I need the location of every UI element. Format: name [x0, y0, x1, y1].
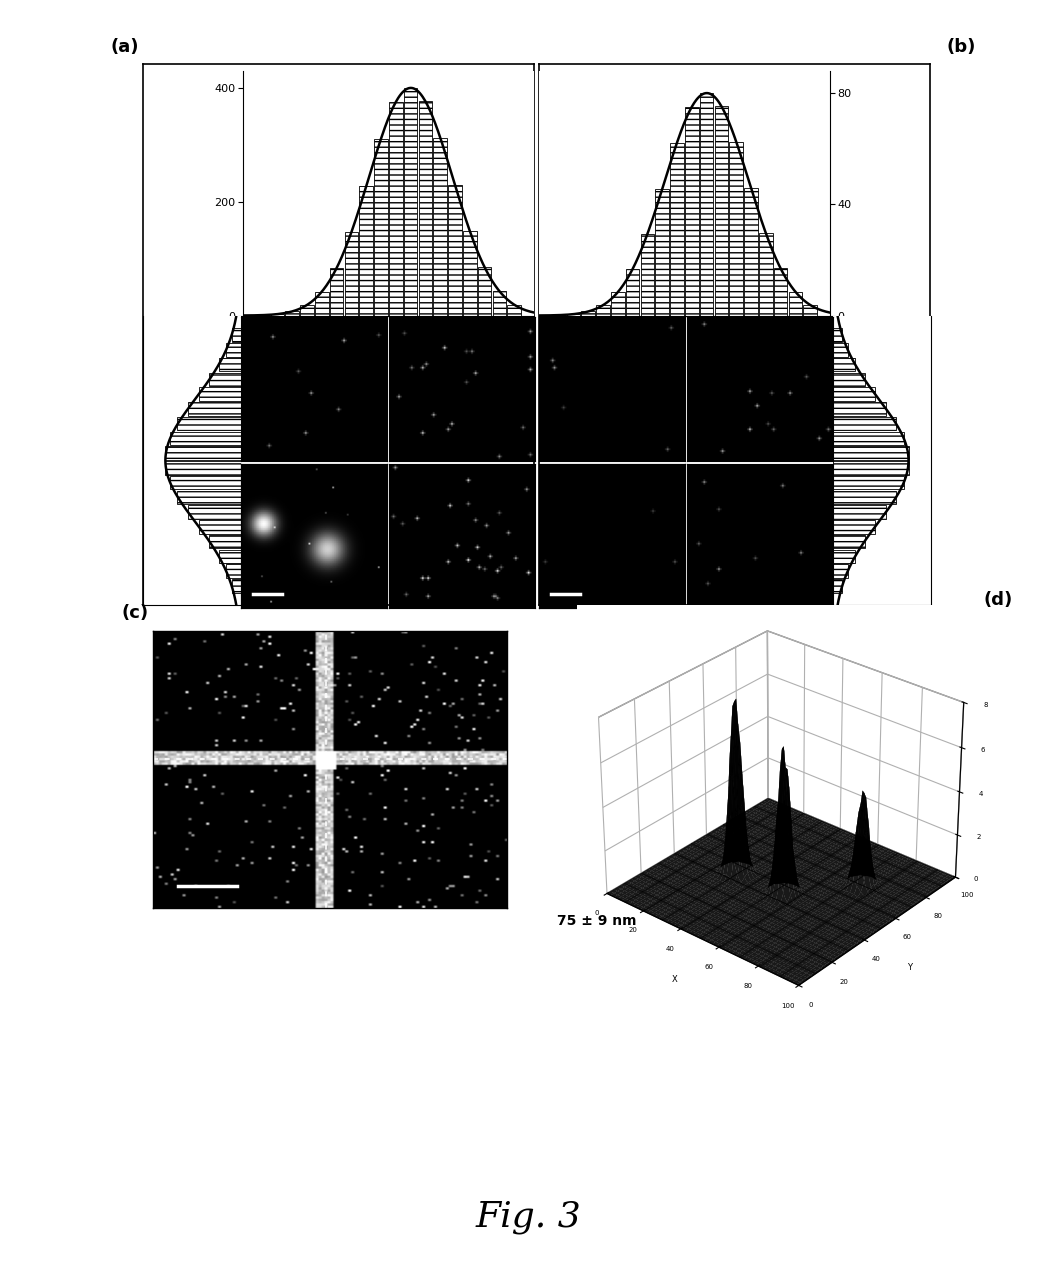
- Bar: [833, 491, 896, 504]
- Bar: [178, 417, 241, 430]
- Bar: [219, 358, 241, 371]
- Bar: [715, 106, 728, 316]
- Bar: [596, 305, 610, 316]
- Bar: [833, 402, 887, 416]
- Bar: [231, 328, 241, 341]
- Bar: [315, 291, 329, 316]
- Bar: [463, 231, 477, 316]
- Bar: [685, 107, 699, 316]
- Bar: [833, 417, 896, 430]
- Bar: [729, 142, 743, 316]
- Bar: [641, 234, 654, 316]
- Text: (b): (b): [946, 37, 976, 55]
- Bar: [404, 88, 418, 316]
- Bar: [833, 372, 865, 386]
- Bar: [187, 505, 241, 519]
- Bar: [833, 520, 875, 533]
- Bar: [359, 187, 373, 316]
- Bar: [833, 580, 842, 592]
- Bar: [611, 292, 625, 316]
- Bar: [833, 358, 855, 371]
- Bar: [165, 461, 241, 474]
- Bar: [700, 93, 713, 316]
- Bar: [478, 267, 492, 316]
- Bar: [330, 268, 344, 316]
- Bar: [226, 343, 241, 357]
- Bar: [833, 535, 865, 549]
- Bar: [833, 461, 909, 474]
- Bar: [231, 580, 241, 592]
- Bar: [833, 328, 842, 341]
- Bar: [345, 232, 358, 316]
- Bar: [655, 189, 669, 316]
- Bar: [833, 388, 875, 401]
- Bar: [209, 372, 241, 386]
- Bar: [285, 312, 299, 316]
- Bar: [300, 305, 314, 316]
- Bar: [759, 233, 773, 316]
- Bar: [833, 431, 905, 446]
- Bar: [833, 447, 909, 460]
- Bar: [209, 535, 241, 549]
- X-axis label: X: X: [672, 975, 678, 984]
- Bar: [833, 550, 855, 563]
- Text: Fig. 3: Fig. 3: [476, 1200, 581, 1234]
- Bar: [271, 314, 284, 316]
- Y-axis label: Y: Y: [907, 963, 912, 972]
- Bar: [178, 491, 241, 504]
- Bar: [803, 305, 817, 316]
- Bar: [833, 505, 887, 519]
- Bar: [226, 564, 241, 578]
- Bar: [567, 314, 580, 316]
- Text: (d): (d): [983, 591, 1013, 609]
- Bar: [670, 143, 684, 316]
- Bar: [626, 269, 639, 316]
- Bar: [165, 447, 241, 460]
- Bar: [774, 268, 787, 316]
- Bar: [169, 475, 241, 489]
- Bar: [833, 343, 848, 357]
- Bar: [419, 102, 432, 316]
- Bar: [833, 564, 848, 578]
- Bar: [199, 520, 241, 533]
- Bar: [374, 139, 388, 316]
- Bar: [389, 102, 403, 316]
- Bar: [169, 431, 241, 446]
- Bar: [219, 550, 241, 563]
- Bar: [833, 475, 905, 489]
- Text: (c): (c): [122, 604, 149, 622]
- Bar: [507, 305, 521, 316]
- Bar: [448, 185, 462, 316]
- Bar: [581, 312, 595, 316]
- Bar: [199, 388, 241, 401]
- Bar: [187, 402, 241, 416]
- Bar: [789, 291, 802, 316]
- Text: (a): (a): [111, 37, 140, 55]
- Text: 75 ± 9 nm: 75 ± 9 nm: [557, 913, 636, 927]
- Bar: [744, 188, 758, 316]
- Bar: [493, 291, 506, 316]
- Bar: [433, 138, 447, 316]
